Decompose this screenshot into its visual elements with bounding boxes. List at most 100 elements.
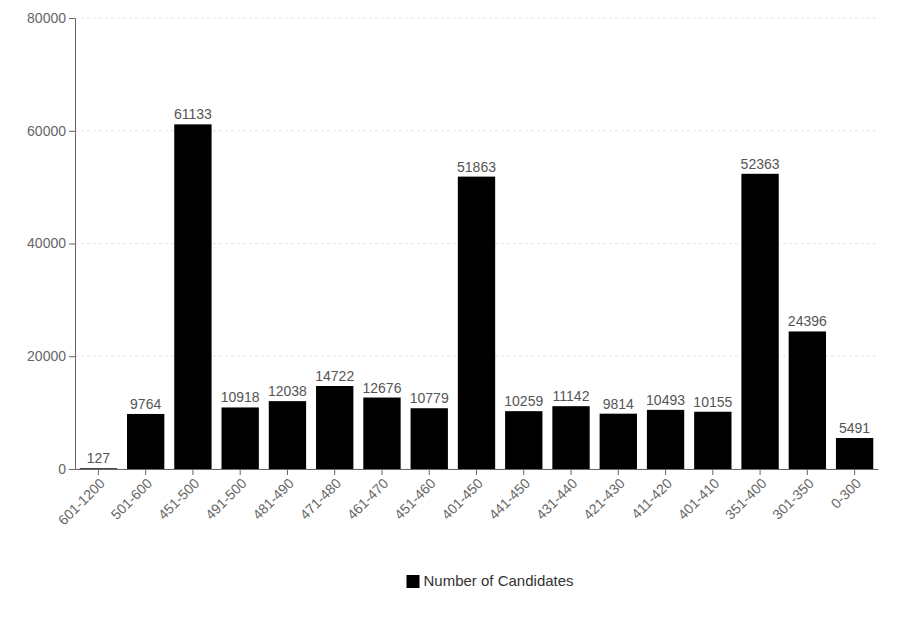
tick: 461-470 bbox=[344, 469, 392, 523]
tick-mark bbox=[69, 356, 75, 357]
bar bbox=[316, 386, 353, 469]
bar bbox=[174, 124, 211, 469]
tick-label: 471-480 bbox=[297, 475, 345, 523]
data-label: 10493 bbox=[646, 392, 685, 408]
tick-label: 60000 bbox=[27, 123, 66, 139]
tick: 0 bbox=[58, 461, 75, 477]
tick-label: 421-430 bbox=[580, 475, 628, 523]
bar bbox=[741, 174, 778, 469]
data-label: 24396 bbox=[788, 313, 827, 329]
bar bbox=[647, 410, 684, 469]
tick-label: 441-450 bbox=[486, 475, 534, 523]
tick-mark bbox=[334, 469, 335, 475]
axis-line bbox=[75, 19, 76, 470]
bars bbox=[80, 124, 874, 469]
bar bbox=[458, 177, 495, 469]
tick-mark bbox=[618, 469, 619, 475]
data-label: 61133 bbox=[174, 106, 212, 122]
tick-label: 461-470 bbox=[344, 475, 392, 523]
tick: 481-490 bbox=[249, 469, 297, 523]
x-axis: 601-1200501-600451-500491-500481-490471-… bbox=[55, 469, 879, 528]
tick: 80000 bbox=[27, 10, 75, 26]
tick-mark bbox=[69, 469, 75, 470]
bar bbox=[600, 414, 637, 469]
tick: 401-450 bbox=[438, 469, 486, 523]
bar bbox=[80, 468, 117, 469]
tick: 60000 bbox=[27, 123, 75, 139]
tick-mark bbox=[854, 469, 855, 475]
data-label: 10155 bbox=[693, 394, 732, 410]
data-label: 10259 bbox=[504, 393, 543, 409]
tick-mark bbox=[69, 131, 75, 132]
tick-label: 451-460 bbox=[391, 475, 439, 523]
grid bbox=[75, 18, 878, 469]
tick-mark bbox=[712, 469, 713, 475]
tick-label: 0 bbox=[58, 461, 66, 477]
data-label: 52363 bbox=[741, 156, 780, 172]
tick: 411-420 bbox=[628, 469, 675, 522]
chart-svg: 127 9764 61133 10918 12038 14722 12676 10779 518… bbox=[0, 0, 897, 619]
tick-mark bbox=[476, 469, 477, 475]
tick-label: 401-410 bbox=[675, 475, 723, 523]
tick-label: 20000 bbox=[27, 348, 66, 364]
tick-label: 401-450 bbox=[438, 475, 486, 523]
tick: 0-300 bbox=[827, 469, 864, 512]
tick: 351-400 bbox=[722, 469, 770, 523]
tick-mark bbox=[665, 469, 666, 475]
tick: 431-440 bbox=[533, 469, 581, 523]
tick-label: 80000 bbox=[27, 10, 66, 26]
data-label: 11142 bbox=[553, 388, 590, 404]
data-label: 14722 bbox=[315, 368, 354, 384]
tick-mark bbox=[429, 469, 430, 475]
data-label: 9814 bbox=[603, 396, 634, 412]
tick: 601-1200 bbox=[55, 469, 108, 528]
tick-label: 301-350 bbox=[769, 475, 817, 523]
y-axis: 0 20000 40000 60000 80000 bbox=[27, 10, 75, 477]
data-label: 5491 bbox=[839, 420, 870, 436]
tick-mark bbox=[523, 469, 524, 475]
data-label: 10779 bbox=[410, 390, 449, 406]
tick-label: 351-400 bbox=[722, 475, 770, 523]
tick-label: 40000 bbox=[27, 235, 66, 251]
tick-label: 0-300 bbox=[827, 475, 864, 512]
bar bbox=[505, 411, 542, 469]
data-label: 9764 bbox=[130, 396, 161, 412]
bar bbox=[694, 412, 731, 469]
tick-mark bbox=[571, 469, 572, 475]
tick-label: 481-490 bbox=[249, 475, 297, 523]
data-label: 12038 bbox=[268, 383, 307, 399]
bar bbox=[836, 438, 873, 469]
data-label: 127 bbox=[87, 450, 111, 466]
tick: 441-450 bbox=[486, 469, 534, 523]
legend: Number of Candidates bbox=[407, 572, 574, 589]
tick-mark bbox=[98, 469, 99, 475]
tick: 491-500 bbox=[202, 469, 250, 523]
data-label: 10918 bbox=[221, 389, 260, 405]
data-label: 12676 bbox=[363, 380, 402, 396]
tick-mark bbox=[69, 244, 75, 245]
tick: 20000 bbox=[27, 348, 75, 364]
tick-label: 501-600 bbox=[107, 475, 155, 523]
tick-mark bbox=[192, 469, 193, 475]
tick: 451-500 bbox=[155, 469, 203, 523]
tick: 421-430 bbox=[580, 469, 628, 523]
bar bbox=[269, 401, 306, 469]
chart-container: 127 9764 61133 10918 12038 14722 12676 10779 518… bbox=[0, 0, 897, 619]
grid-line bbox=[75, 18, 878, 19]
tick-label: 411-420 bbox=[628, 475, 675, 522]
bar bbox=[222, 407, 259, 469]
tick-mark bbox=[145, 469, 146, 475]
bar bbox=[789, 331, 826, 469]
tick-label: 491-500 bbox=[202, 475, 250, 523]
bar bbox=[127, 414, 164, 469]
tick-mark bbox=[240, 469, 241, 475]
tick-label: 431-440 bbox=[533, 475, 581, 523]
data-label: 51863 bbox=[457, 159, 496, 175]
tick-mark bbox=[287, 469, 288, 475]
bar bbox=[411, 408, 448, 469]
tick-mark bbox=[760, 469, 761, 475]
tick-mark bbox=[69, 18, 75, 19]
legend-swatch bbox=[407, 575, 420, 588]
legend-label: Number of Candidates bbox=[424, 572, 574, 589]
plot: 127 9764 61133 10918 12038 14722 12676 10779 518… bbox=[27, 10, 878, 528]
